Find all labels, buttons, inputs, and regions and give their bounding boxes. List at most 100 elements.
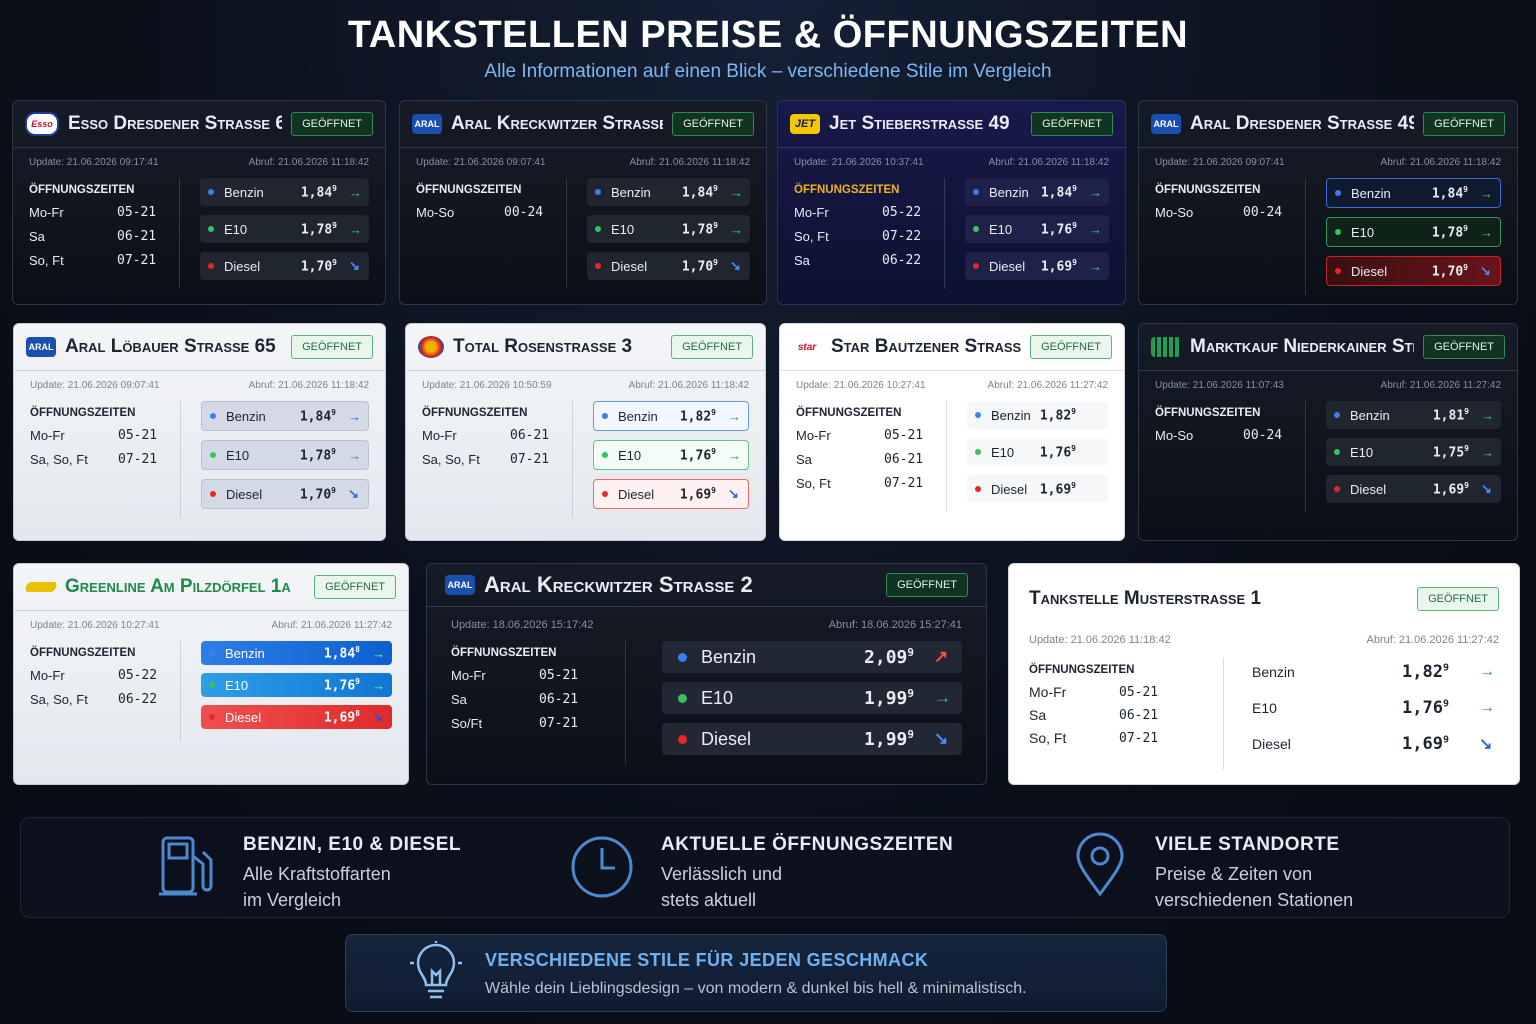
card-body: ÖFFNUNGSZEITEN Mo-Fr 05-21 Sa 06-21 So, Ft 07-… [780, 399, 1124, 512]
time: 07-21 [118, 452, 158, 467]
time: 05-21 [118, 428, 158, 443]
fuel-row: E10 1,789 → [200, 215, 369, 243]
price-tenth: 9 [711, 485, 716, 495]
fuel-dot [210, 491, 216, 497]
logo: Esso [25, 112, 59, 136]
fetch-time: Abruf: 18.06.2026 15:27:41 [828, 619, 962, 631]
fuel-price: 1,789 [301, 221, 337, 237]
station-card: Marktkauf Niederkainer Strasse 14 GEÖFFNE… [1138, 323, 1518, 541]
price-main: 1,76 [1039, 445, 1072, 461]
station-name: Jet Stieberstrasse 49 [829, 113, 1010, 134]
fuel-dot [595, 226, 601, 232]
fuel-row: Diesel 1,699 ↘ [1326, 475, 1501, 503]
fuel-name: Diesel [989, 258, 1026, 274]
fuel-price: 1,849 [682, 184, 718, 200]
card-body: ÖFFNUNGSZEITEN Mo-So 00-24 Benzin 1,849 → E10 1… [1139, 176, 1517, 295]
trend: ↘ [348, 486, 359, 501]
update-time: Update: 21.06.2026 09:07:41 [416, 157, 546, 168]
opening-hours: ÖFFNUNGSZEITEN Mo-Fr 05-21 Sa 06-21 So, Ft 07-… [1029, 658, 1224, 770]
card-body: ÖFFNUNGSZEITEN Mo-Fr 05-21 Sa 06-21 So, Ft 07-… [1009, 658, 1519, 770]
hours-title: ÖFFNUNGSZEITEN [422, 407, 528, 419]
fuel-row: Benzin 1,829 → [1244, 658, 1499, 686]
station-card: JET Jet Stieberstrasse 49 GEÖFFNET Update: … [777, 100, 1126, 305]
fuel-name: E10 [701, 687, 734, 708]
price-main: 1,84 [299, 409, 332, 425]
fuel-price: 1,849 [1432, 185, 1468, 201]
trend: ↘ [1479, 736, 1493, 753]
fuel-row: E10 1,769 → [593, 440, 749, 470]
logo: JET [790, 114, 820, 134]
hours-row: Mo-Fr 05-22 [30, 664, 180, 688]
fuel-row: Diesel 1,709 ↘ [587, 252, 750, 280]
fuel-price: 1,849 [300, 408, 336, 424]
fuel-dot [595, 189, 601, 195]
fuel-list: Benzin 1,829 → E10 1,769 → Diesel 1,699 ↘ [1224, 658, 1499, 770]
fuel-row: Diesel 1,699 [967, 475, 1108, 503]
card-header: ARAL Aral Dresdener Strasse 49c GEÖFFNET [1139, 101, 1517, 148]
trend: → [1481, 444, 1494, 460]
hours-row: Mo-So 00-24 [416, 201, 566, 225]
price-main: 1,69 [323, 710, 356, 726]
fuel-row: Benzin 1,849 → [1326, 178, 1501, 208]
trend: ↘ [934, 729, 949, 748]
meta-row: Update: 21.06.2026 09:07:41 Abruf: 21.06.… [400, 148, 766, 176]
fuel-row: E10 1,759 → [1326, 438, 1501, 466]
price-tenth: 8 [355, 708, 360, 718]
fuel-name: E10 [226, 447, 250, 463]
fetch-time: Abruf: 21.06.2026 11:27:42 [987, 380, 1108, 391]
fuel-list: Benzin 1,849 → E10 1,789 → Diesel 1,709 ↘ [181, 401, 369, 518]
update-time: Update: 21.06.2026 11:07:43 [1155, 380, 1284, 391]
price-tenth: 9 [713, 257, 718, 267]
fuel-price: 2,099 [864, 646, 914, 668]
status-badge: GEÖFFNET [1423, 112, 1505, 136]
fetch-time: Abruf: 21.06.2026 11:18:42 [629, 157, 750, 168]
fuel-price: 1,699 [1433, 481, 1469, 497]
trend: ↘ [728, 486, 739, 501]
fuel-price: 1,709 [301, 258, 337, 274]
fuel-row: Diesel 1,709 ↘ [201, 479, 369, 509]
time: 07-21 [510, 452, 550, 467]
day: Mo-Fr [794, 205, 829, 220]
meta-row: Update: 21.06.2026 11:07:43 Abruf: 21.06.… [1139, 371, 1517, 399]
card-header: Esso Esso Dresdener Strasse 68 GEÖFFNET [13, 101, 385, 148]
fuel-price: 1,699 [1041, 258, 1077, 274]
station-name: Esso Dresdener Strasse 68 [68, 113, 283, 134]
day: Sa [1029, 707, 1047, 723]
time: 05-22 [882, 205, 922, 220]
card-header: Tankstelle Musterstrasse 1 GEÖFFNET [1009, 564, 1519, 634]
feature: BENZIN, E10 & DIESEL Alle Kraftstoffarten… [243, 834, 461, 913]
fuel-dot [602, 452, 608, 458]
fetch-time: Abruf: 21.06.2026 11:18:42 [248, 157, 369, 168]
price-tenth: 9 [1442, 662, 1449, 674]
opening-hours: ÖFFNUNGSZEITEN Mo-Fr 05-21 Sa, So, Ft 07-21 [30, 401, 181, 518]
hours-row: Mo-So 00-24 [1155, 424, 1305, 448]
fetch-time: Abruf: 21.06.2026 11:27:42 [1366, 634, 1499, 646]
fuel-row: E10 1,999 → [662, 682, 962, 714]
price-main: 1,84 [681, 185, 714, 201]
opening-hours: ÖFFNUNGSZEITEN Mo-Fr 05-21 Sa 06-21 So/Ft 07-2… [451, 641, 626, 764]
meta-row: Update: 21.06.2026 10:27:41 Abruf: 21.06.… [780, 371, 1124, 399]
update-time: Update: 21.06.2026 09:07:41 [30, 380, 160, 391]
fuel-row: Diesel 1,698 ↘ [201, 705, 392, 729]
fuel-name: Benzin [991, 407, 1031, 423]
price-tenth: 9 [1464, 406, 1469, 416]
trend: → [728, 408, 741, 424]
fuel-row: E10 1,769 → [201, 673, 392, 697]
fuel-name: Benzin [701, 646, 757, 667]
meta-row: Update: 21.06.2026 10:37:41 Abruf: 21.06.… [778, 148, 1125, 176]
price-tenth: 8 [355, 644, 360, 654]
fuel-list: Benzin 1,829 → E10 1,769 → Diesel 1,699 ↘ [573, 401, 749, 518]
meta-row: Update: 21.06.2026 09:07:41 Abruf: 21.06.… [14, 371, 385, 399]
fuel-row: Diesel 1,999 ↘ [662, 723, 962, 755]
fuel-row: Diesel 1,699 ↘ [593, 479, 749, 509]
page-subtitle: Alle Informationen auf einen Blick – ver… [484, 61, 1052, 82]
hours-title: ÖFFNUNGSZEITEN [30, 407, 136, 419]
fuel-price: 1,789 [300, 447, 336, 463]
price-main: 1,78 [299, 448, 332, 464]
hours-title: ÖFFNUNGSZEITEN [416, 184, 522, 196]
fuel-price: 1,769 [680, 447, 716, 463]
fetch-time: Abruf: 21.06.2026 11:18:42 [988, 157, 1109, 168]
fuel-price: 1,848 [324, 645, 360, 661]
fuel-row: Diesel 1,699 ↘ [1244, 730, 1499, 758]
